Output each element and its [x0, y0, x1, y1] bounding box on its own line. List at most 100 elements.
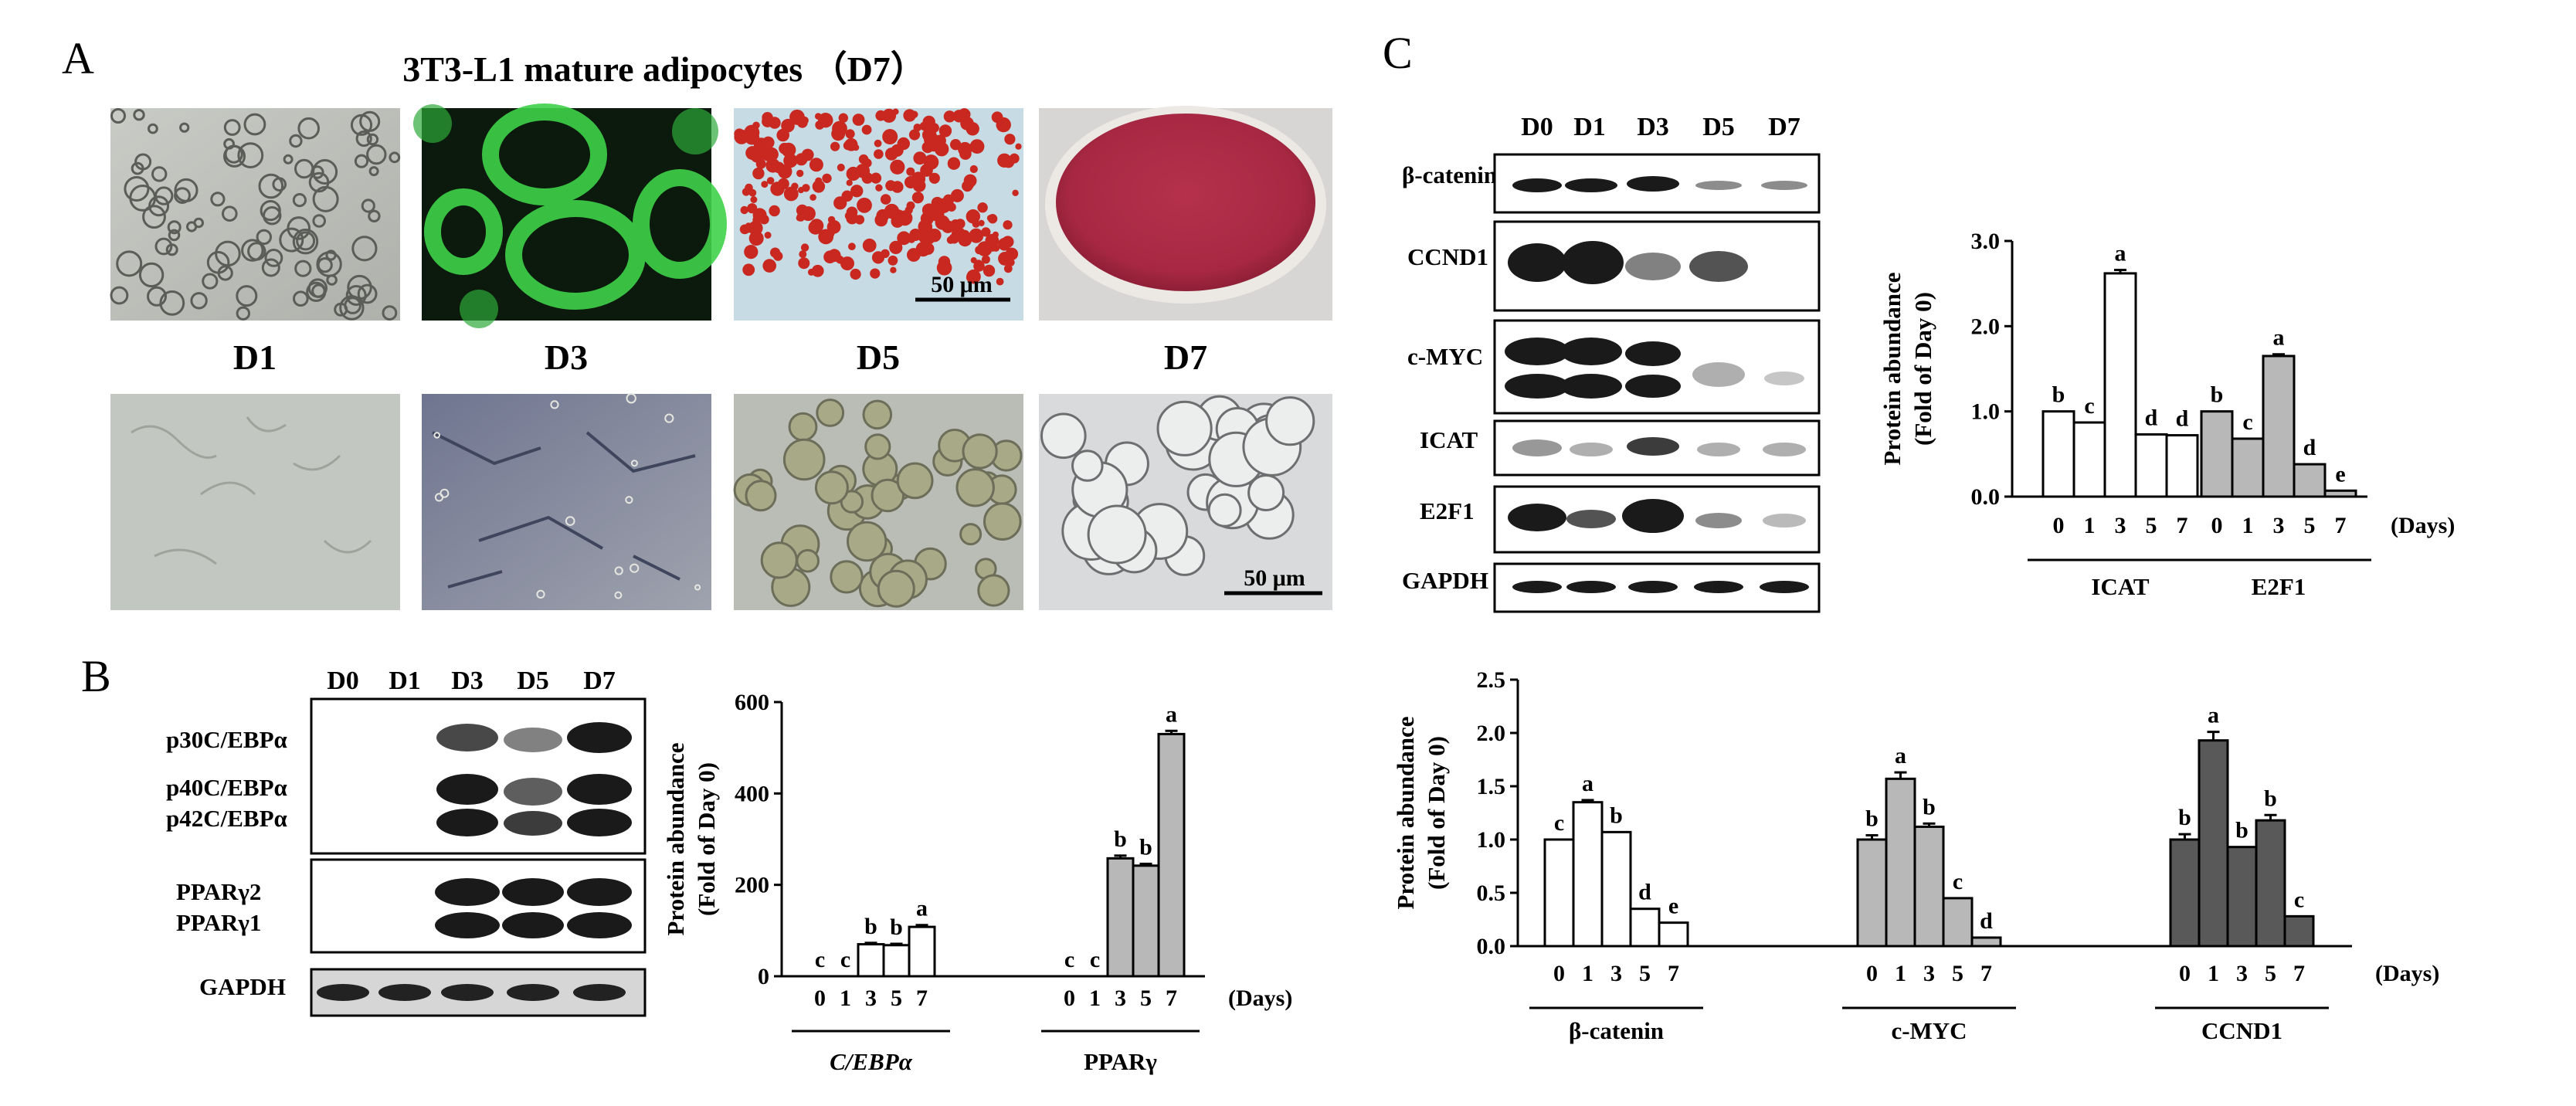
cell-texture: [812, 180, 826, 193]
cell-texture: [1040, 412, 1087, 460]
blot-label: GAPDH: [1402, 567, 1488, 594]
cell-texture: [294, 260, 312, 277]
x-tick-label: 3: [865, 986, 877, 1011]
cell-texture: [874, 149, 884, 159]
cell-texture: [904, 176, 917, 188]
cell-texture: [134, 153, 152, 171]
significance-letter: c: [1554, 810, 1564, 836]
cell-texture: [788, 412, 818, 442]
cell-texture: [881, 249, 890, 258]
x-tick-label: 5: [2146, 513, 2157, 538]
panel-b-lane-labels: D0 D1 D3 D5 D7: [327, 667, 616, 695]
cell-texture: [796, 215, 803, 222]
cell-texture: [955, 468, 995, 507]
panel-c-lane-labels: D0 D1 D3 D5 D7: [1521, 113, 1800, 141]
bar: [1658, 921, 1689, 948]
cell-texture: [782, 438, 826, 481]
cell-texture: [830, 141, 840, 151]
cell-texture: [206, 251, 230, 274]
cell-texture: [882, 129, 898, 144]
cell-texture: [133, 109, 145, 121]
significance-letter: c: [1953, 869, 1963, 894]
cell-texture: [762, 113, 769, 120]
series-name: β-catenin: [1569, 1017, 1664, 1044]
cell-texture: [1207, 493, 1242, 528]
cell-texture: [870, 268, 881, 279]
cell-texture: [981, 255, 990, 264]
chart-b-cebpa-pparg: 0 200 400 600 Protein abundance (Fold of Day …: [662, 690, 1292, 1075]
cell-texture: [168, 229, 181, 242]
x-axis-unit: (Days): [2391, 513, 2455, 538]
cell-texture: [861, 124, 872, 135]
cell-texture: [116, 250, 143, 277]
cell-texture: [908, 129, 921, 141]
blot-e2f1: [1493, 485, 1821, 554]
cell-texture: [761, 146, 776, 161]
cell-texture: [1156, 400, 1213, 456]
panel-a-title: 3T3-L1 mature adipocytes （D7）: [402, 49, 926, 89]
significance-letter: b: [1610, 802, 1623, 828]
cell-texture: [836, 256, 844, 264]
cell-texture: [833, 196, 847, 210]
lane-label: D1: [389, 667, 421, 695]
significance-letter: c: [1090, 947, 1100, 972]
cell-texture: [752, 208, 767, 222]
x-tick-label: 3: [2236, 961, 2248, 986]
cell-texture: [848, 243, 856, 251]
blot-c-myc: [1493, 319, 1821, 415]
significance-letter: b: [890, 914, 903, 940]
micrograph-d7: 50 μm: [1039, 394, 1332, 610]
y-tick-label: 1.0: [1477, 827, 1506, 853]
cell-texture: [382, 305, 398, 321]
cell-texture: [770, 182, 785, 196]
significance-letter: a: [2273, 325, 2285, 351]
cell-texture: [148, 195, 170, 217]
series-name: E2F1: [2252, 573, 2306, 600]
cell-texture: [760, 541, 798, 579]
cell-texture: [154, 237, 173, 256]
cell-texture: [812, 222, 819, 229]
cell-texture: [306, 281, 327, 302]
cell-texture: [762, 259, 776, 273]
bar: [1942, 897, 1974, 948]
bar: [2323, 489, 2357, 498]
cell-texture: [920, 164, 933, 177]
significance-letter: e: [2335, 461, 2345, 487]
lane-label: D5: [517, 667, 549, 695]
x-tick-label: 5: [1140, 986, 1152, 1011]
scale-bar-top-label: 50 μm: [931, 272, 993, 297]
significance-letter: c: [2242, 409, 2252, 435]
cell-texture: [838, 113, 849, 123]
cell-texture: [962, 433, 998, 470]
cell-texture: [935, 215, 950, 230]
cell-texture: [354, 154, 369, 168]
cell-texture: [292, 229, 319, 255]
cell-texture: [1247, 474, 1285, 511]
cell-texture: [777, 164, 792, 179]
x-tick-label: 0: [814, 986, 826, 1011]
series-name: CCND1: [2201, 1017, 2282, 1044]
blot-icat: [1493, 419, 1821, 477]
cell-texture: [351, 236, 378, 262]
cell-texture: [966, 272, 977, 283]
cell-texture: [850, 268, 861, 280]
cell-texture: [874, 139, 882, 148]
cell-texture: [921, 203, 935, 216]
cell-texture: [847, 521, 888, 562]
cell-texture: [344, 297, 361, 314]
cell-texture: [174, 187, 191, 205]
lane-label: D0: [327, 667, 359, 695]
cell-texture: [934, 141, 949, 157]
cell-texture: [888, 255, 898, 266]
cell-texture: [761, 181, 769, 188]
cell-texture: [797, 187, 805, 194]
micrograph-d5: [733, 394, 1023, 610]
bar: [2165, 434, 2199, 498]
cell-texture: [745, 183, 753, 192]
cell-texture: [750, 148, 765, 163]
x-tick-label: 3: [1923, 961, 1935, 986]
cell-texture: [897, 210, 913, 226]
cell-texture: [565, 516, 575, 526]
x-tick-label: 1: [840, 986, 851, 1011]
